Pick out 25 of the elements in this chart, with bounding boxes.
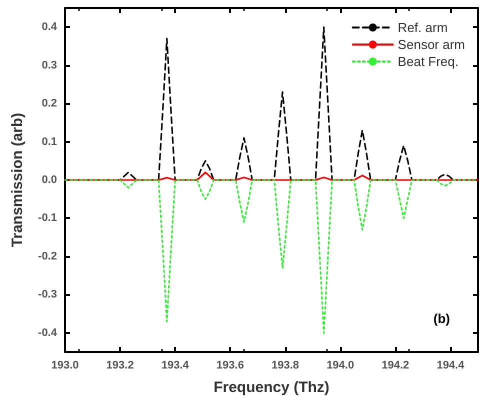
x-tick-label: 194.2: [382, 360, 410, 372]
y-tick-label: 0.3: [42, 59, 57, 72]
annotation: (b): [433, 311, 450, 326]
y-tick-label: -0.2: [38, 250, 57, 262]
x-tick-label: 194.4: [436, 360, 466, 372]
y-tick-label: -0.3: [38, 288, 57, 301]
legend-label: Beat Freq.: [398, 54, 459, 69]
x-tick-label: 193.2: [106, 360, 134, 372]
y-tick-label: 0.0: [42, 174, 57, 186]
legend-label: Ref. arm: [398, 20, 448, 35]
x-tick-label: 194.0: [326, 360, 354, 372]
y-axis-title: Transmission (arb): [9, 112, 26, 248]
x-tick-label: 193.0: [51, 360, 79, 372]
y-tick-label: 0.2: [42, 98, 57, 110]
legend-label: Sensor arm: [398, 37, 466, 52]
x-tick-label: 193.8: [272, 360, 300, 372]
y-tick-label: -0.4: [38, 326, 58, 339]
x-axis-title: Frequency (Thz): [214, 379, 330, 396]
x-tick-label: 193.4: [161, 360, 190, 372]
y-tick-label: 0.1: [42, 136, 57, 148]
line-series: [64, 172, 479, 181]
y-tick-label: 0.4: [42, 21, 58, 34]
x-tick-label: 193.6: [216, 360, 244, 372]
line-series: [64, 179, 479, 334]
y-tick-label: -0.1: [38, 212, 57, 224]
